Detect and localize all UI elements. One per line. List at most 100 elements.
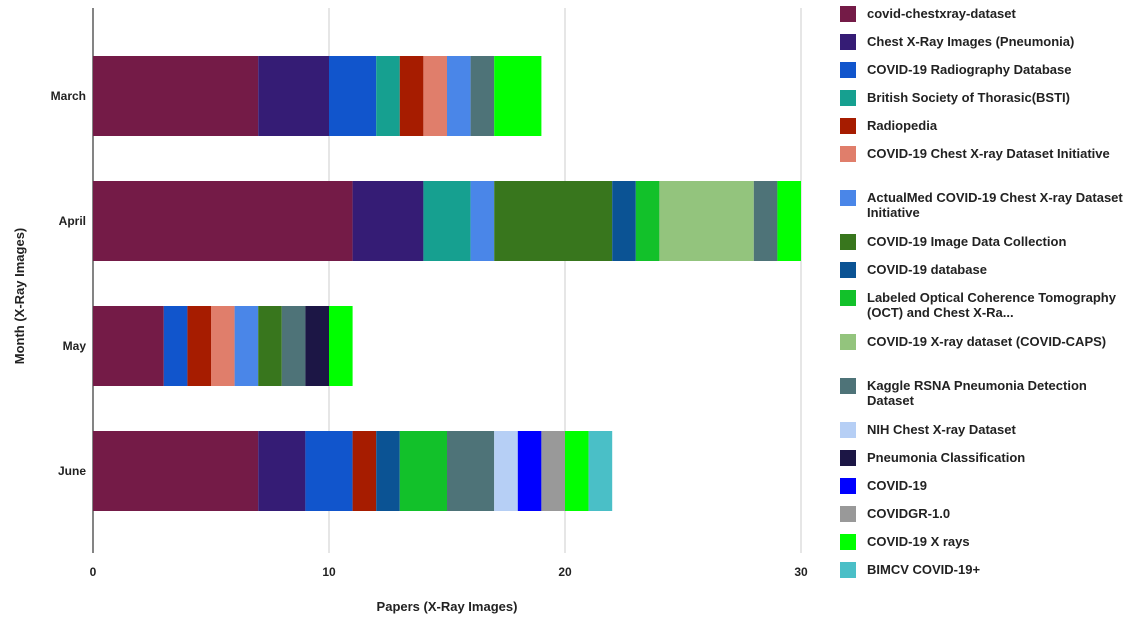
- legend-label: Kaggle RSNA Pneumonia Detection Dataset: [867, 378, 1087, 408]
- legend-item: COVID-19 X rays: [840, 534, 1133, 550]
- bar-segment: [659, 181, 754, 261]
- bar-segment: [423, 181, 471, 261]
- bar-segment: [281, 306, 306, 386]
- legend-swatch: [840, 62, 856, 78]
- bar-segment: [541, 431, 565, 511]
- y-tick-label: March: [51, 89, 86, 103]
- legend-item: COVID-19 Chest X-ray Dataset Initiative: [840, 146, 1133, 162]
- bar-segment: [329, 306, 353, 386]
- legend-item: COVID-19 X-ray dataset (COVID-CAPS): [840, 334, 1133, 350]
- bar-segment: [305, 306, 329, 386]
- y-tick-label: April: [59, 214, 86, 228]
- y-axis-title: Month (X-Ray Images): [12, 228, 27, 365]
- x-tick-label: 10: [322, 565, 336, 579]
- chart-plot: 0 10 20 30 March April May June Papers (X-Ray Im…: [12, 8, 808, 614]
- bar-segment: [234, 306, 259, 386]
- bar-segment: [565, 431, 589, 511]
- bar-segment: [352, 431, 377, 511]
- legend-item: Labeled Optical Coherence Tomography (OC…: [840, 290, 1133, 320]
- bar-segment: [352, 181, 424, 261]
- bar-segment: [635, 181, 660, 261]
- legend-label: COVID-19 Radiography Database: [867, 62, 1072, 77]
- legend-item: COVIDGR-1.0: [840, 506, 1133, 522]
- legend-swatch: [840, 6, 856, 22]
- legend-item: COVID-19 Image Data Collection: [840, 234, 1133, 250]
- legend-swatch: [840, 450, 856, 466]
- legend-item: NIH Chest X-ray Dataset: [840, 422, 1133, 438]
- legend-swatch: [840, 378, 856, 394]
- bar-segment: [494, 181, 613, 261]
- legend-swatch: [840, 290, 856, 306]
- legend-item: Pneumonia Classification: [840, 450, 1133, 466]
- bar-segment: [399, 431, 447, 511]
- x-axis-title: Papers (X-Ray Images): [377, 599, 518, 614]
- bar-segment: [376, 56, 400, 136]
- legend-label: COVID-19 X-ray dataset (COVID-CAPS): [867, 334, 1107, 349]
- legend-swatch: [840, 34, 856, 50]
- legend-label: BIMCV COVID-19+: [867, 562, 981, 577]
- legend-swatch: [840, 146, 856, 162]
- legend-swatch: [840, 190, 856, 206]
- bar-segment: [163, 306, 188, 386]
- bar-segment: [470, 56, 495, 136]
- legend-label: Pneumonia Classification: [867, 450, 1026, 465]
- bar-segment: [93, 56, 259, 136]
- legend-label: Chest X-Ray Images (Pneumonia): [867, 34, 1075, 49]
- legend-swatch: [840, 234, 856, 250]
- legend-label: Radiopedia: [867, 118, 938, 133]
- legend-item: COVID-19: [840, 478, 1133, 494]
- legend-label: NIH Chest X-ray Dataset: [867, 422, 1016, 437]
- bar-segment: [376, 431, 400, 511]
- bar-segment: [494, 431, 518, 511]
- x-tick-label: 20: [558, 565, 572, 579]
- legend-swatch: [840, 534, 856, 550]
- bar-segment: [494, 56, 542, 136]
- legend-label: ActualMed COVID-19 Chest X-ray Dataset I…: [867, 190, 1123, 220]
- legend-label: COVID-19: [867, 478, 927, 493]
- legend-label: COVID-19 X rays: [867, 534, 970, 549]
- bar-segment: [211, 306, 235, 386]
- bar-segment: [423, 56, 447, 136]
- legend-swatch: [840, 262, 856, 278]
- bar-segment: [753, 181, 778, 261]
- bar-segment: [329, 56, 377, 136]
- legend-label: COVIDGR-1.0: [867, 506, 951, 521]
- legend-item: covid-chestxray-dataset: [840, 6, 1133, 22]
- legend-swatch: [840, 506, 856, 522]
- bar-segment: [187, 306, 211, 386]
- legend-item: COVID-19 database: [840, 262, 1133, 278]
- legend-label: COVID-19 database: [867, 262, 987, 277]
- bar-segment: [93, 306, 164, 386]
- legend-item: BIMCV COVID-19+: [840, 562, 1133, 578]
- legend-swatch: [840, 562, 856, 578]
- y-tick-label: May: [63, 339, 87, 353]
- legend-label: COVID-19 Chest X-ray Dataset Initiative: [867, 146, 1110, 161]
- y-tick-label: June: [58, 464, 86, 478]
- legend-item: Chest X-Ray Images (Pneumonia): [840, 34, 1133, 50]
- bar-segment: [258, 431, 306, 511]
- legend-label: COVID-19 Image Data Collection: [867, 234, 1067, 249]
- bar-segment: [588, 431, 613, 511]
- legend-swatch: [840, 118, 856, 134]
- legend-item: Kaggle RSNA Pneumonia Detection Dataset: [840, 378, 1133, 408]
- bar-segment: [305, 431, 353, 511]
- x-tick-label: 0: [90, 565, 97, 579]
- bar-segment: [258, 306, 282, 386]
- x-tick-label: 30: [794, 565, 808, 579]
- bar-segment: [517, 431, 542, 511]
- bar-segment: [447, 431, 495, 511]
- bar-segment: [93, 431, 259, 511]
- bar-segment: [258, 56, 329, 136]
- bar-segment: [612, 181, 636, 261]
- legend-swatch: [840, 422, 856, 438]
- legend-label: British Society of Thorasic(BSTI): [867, 90, 1070, 105]
- bar-segment: [447, 56, 471, 136]
- bar-segment: [470, 181, 495, 261]
- bar-segment: [93, 181, 353, 261]
- legend-label: Labeled Optical Coherence Tomography (OC…: [867, 290, 1116, 320]
- legend-item: Radiopedia: [840, 118, 1133, 134]
- legend-item: ActualMed COVID-19 Chest X-ray Dataset I…: [840, 190, 1133, 220]
- legend-swatch: [840, 478, 856, 494]
- bar-segment: [399, 56, 424, 136]
- legend-swatch: [840, 90, 856, 106]
